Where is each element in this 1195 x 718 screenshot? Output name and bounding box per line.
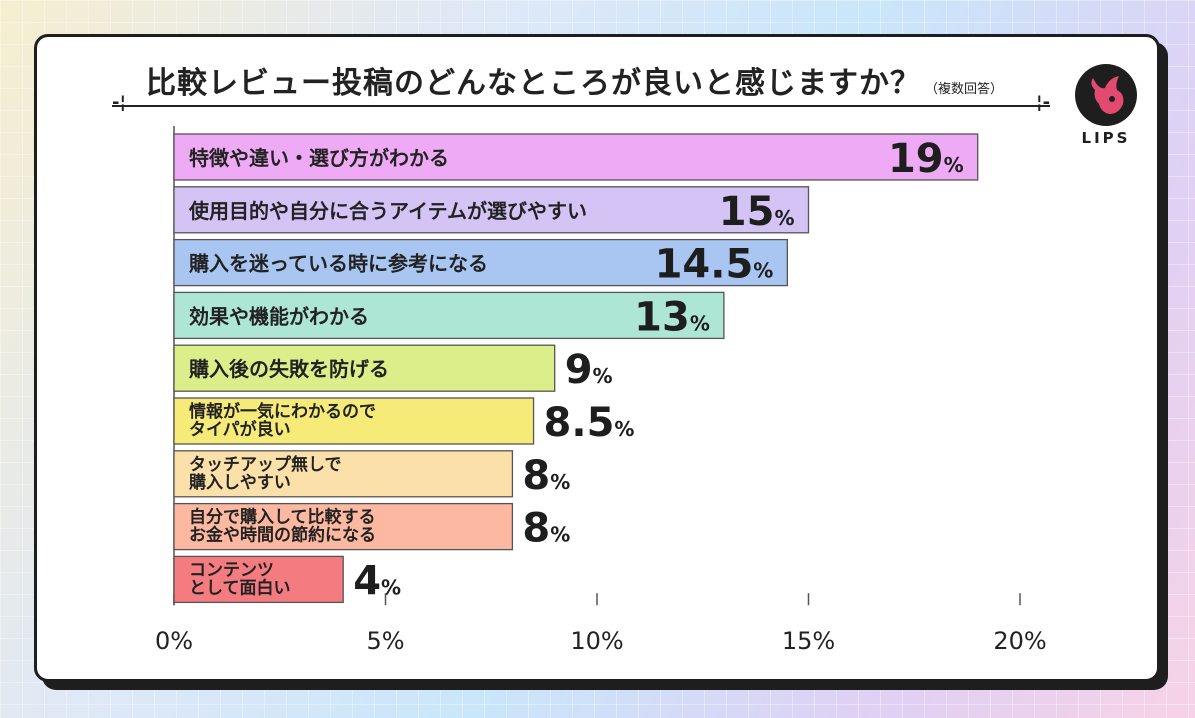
- bar-category-label: として面白い: [189, 577, 291, 598]
- chart-title: 比較レビュー投稿のどんなところが良いと感じますか？: [146, 66, 921, 101]
- value-unit: %: [614, 417, 634, 441]
- bar: [173, 397, 535, 445]
- bar: [173, 450, 514, 498]
- bar: [173, 291, 725, 340]
- value-number: 14.5: [655, 242, 754, 288]
- bar-category-label: 使用目的や自分に合うアイテムが選びやすい: [188, 199, 587, 223]
- bar-value-label: 19%: [888, 136, 964, 182]
- bar: [173, 238, 788, 287]
- x-tick-label: 10%: [570, 627, 623, 655]
- value-number: 8.5: [544, 400, 615, 446]
- title-line-left-mark: -¦: [112, 92, 127, 113]
- value-number: 13: [634, 294, 690, 340]
- bar-value-label: 9%: [565, 347, 613, 393]
- value-number: 4: [353, 558, 381, 604]
- bar: [173, 344, 556, 392]
- bar-category-label: 購入しやすい: [189, 472, 291, 493]
- value-number: 8: [522, 506, 550, 552]
- value-unit: %: [550, 470, 570, 494]
- bar: [173, 555, 344, 604]
- x-tick-label: 0%: [155, 627, 193, 655]
- bar-value-label: 15%: [719, 189, 795, 235]
- bar-category-label: 購入を迷っている時に参考になる: [189, 252, 488, 276]
- bar-category-label: 購入後の失敗を防げる: [189, 357, 389, 381]
- bar: [173, 502, 514, 551]
- value-number: 15: [719, 189, 775, 235]
- value-unit: %: [550, 523, 570, 547]
- chart-title-note: （複数回答）: [925, 82, 1004, 97]
- title-underline: [112, 105, 1050, 107]
- bar-value-label: 13%: [634, 294, 710, 340]
- value-unit: %: [381, 575, 401, 599]
- bar-category-label: 特徴や違い・選び方がわかる: [189, 146, 449, 170]
- bar-category-label: タイパが良い: [189, 419, 291, 440]
- bar-category-label: 自分で購入して比較する: [189, 507, 376, 528]
- value-unit: %: [753, 259, 773, 283]
- bar: [173, 133, 979, 181]
- value-unit: %: [593, 364, 613, 388]
- x-tick-label: 5%: [366, 627, 404, 655]
- title-line-right-mark: ¦-: [1036, 92, 1051, 113]
- x-tick-label: 20%: [993, 627, 1046, 655]
- bar-value-label: 8.5%: [544, 400, 635, 446]
- value-unit: %: [690, 311, 710, 335]
- value-number: 8: [522, 453, 550, 499]
- bar-category-label: コンテンツ: [189, 560, 274, 580]
- bar-category-label: 情報が一気にわかるので: [189, 401, 376, 422]
- bar-category-label: 効果や機能がわかる: [189, 304, 369, 328]
- bar-value-label: 4%: [353, 558, 401, 604]
- lips-logo-icon: [1075, 64, 1137, 126]
- bar: [173, 186, 810, 234]
- value-unit: %: [774, 206, 794, 230]
- value-unit: %: [944, 153, 964, 177]
- value-number: 9: [565, 347, 593, 393]
- bar-category-label: タッチアップ無しで: [189, 454, 342, 475]
- logo-text: LIPS: [1081, 129, 1131, 147]
- bar-category-label: お金や時間の節約になる: [189, 525, 376, 546]
- chart-title-row: 比較レビュー投稿のどんなところが良いと感じますか？ （複数回答）: [146, 58, 1003, 102]
- deer-icon: [1077, 66, 1135, 124]
- bar-value-label: 14.5%: [655, 242, 774, 288]
- x-tick-label: 15%: [782, 627, 835, 655]
- bar-value-label: 8%: [522, 506, 570, 552]
- value-number: 19: [888, 136, 944, 182]
- bar-value-label: 8%: [522, 453, 570, 499]
